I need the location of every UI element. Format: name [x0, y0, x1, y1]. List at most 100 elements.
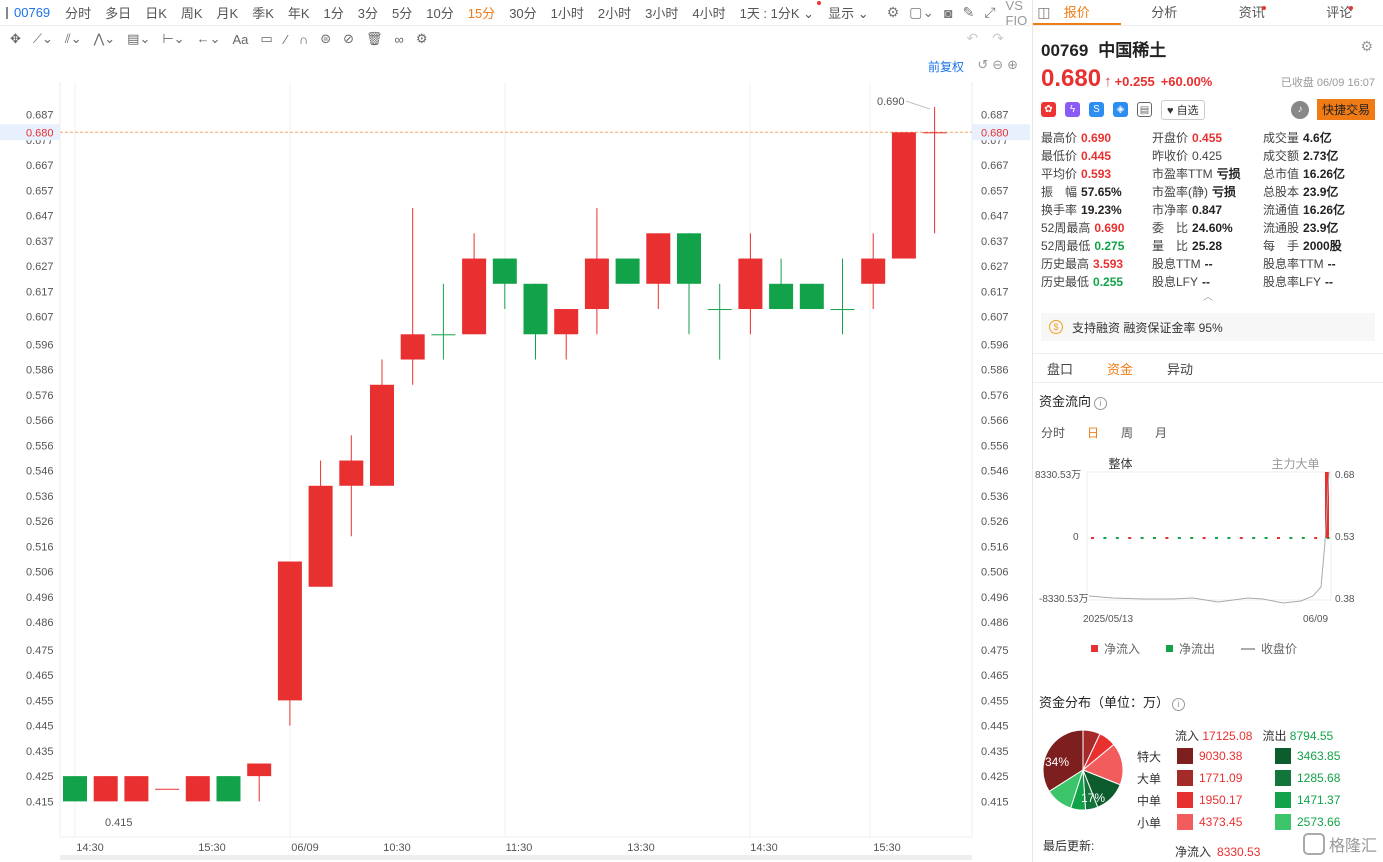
interval-15[interactable]: 3小时	[645, 6, 679, 21]
net-inflow: 净流入 8330.53	[1175, 845, 1261, 859]
subtab-1[interactable]: 资金	[1107, 361, 1134, 377]
interval-11[interactable]: 15分	[467, 6, 496, 21]
chart-scrollbar[interactable]	[60, 855, 972, 860]
price-tick-right: 0.607	[981, 312, 1009, 324]
interval-5[interactable]: 季K	[252, 6, 274, 21]
tag-icon[interactable]: ◈	[1113, 102, 1128, 117]
subtab-0[interactable]: 盘口	[1047, 361, 1074, 377]
chart-zoom-controls[interactable]: ↺⊖⊕	[977, 57, 1022, 72]
mini-xend: 06/09	[1303, 614, 1328, 625]
watchlist-button[interactable]: ♥ 自选	[1161, 99, 1205, 120]
lock-tool-icon[interactable]: ⊜	[320, 31, 332, 46]
dist-label: 小单	[1137, 815, 1162, 830]
period-2[interactable]: 周	[1121, 426, 1134, 440]
interval-7[interactable]: 1分	[323, 6, 344, 21]
display-menu[interactable]: 显示 ⌄	[828, 6, 869, 21]
interval-16[interactable]: 4小时	[692, 6, 726, 21]
layout-toggle-icon[interactable]	[6, 6, 8, 19]
arrow-tool-icon[interactable]: ←⌄	[196, 31, 221, 46]
quick-trade-button[interactable]: 快捷交易	[1316, 99, 1375, 120]
panel-tab-2[interactable]: 资讯	[1238, 5, 1266, 20]
comment-tool-icon[interactable]: ▭	[260, 31, 273, 46]
flow-bar	[1115, 537, 1119, 539]
kline-chart[interactable]: 0.687 0.687 0.677 0.677 0.667 0.667 0.657 0.657…	[0, 52, 1030, 862]
undo-redo-icons[interactable]: ↶↷	[966, 30, 1018, 46]
stock-code-tab[interactable]: 00769	[14, 5, 51, 20]
interval-3[interactable]: 周K	[180, 6, 203, 21]
draw-icon[interactable]: ✎	[962, 4, 975, 20]
stat-label: 股息TTM	[1152, 257, 1201, 271]
period-3[interactable]: 月	[1155, 426, 1168, 440]
sidebar-toggle-icon[interactable]: ◫	[1037, 4, 1051, 20]
stat-12: 换手率 19.23%	[1041, 202, 1152, 218]
fib-tool-icon[interactable]: ▤⌄	[127, 31, 151, 46]
stat-15: 52周最高 0.690	[1041, 220, 1152, 236]
interval-13[interactable]: 1小时	[550, 6, 584, 21]
price-tick-right: 0.425	[981, 771, 1009, 783]
mini-rtop: 0.68	[1335, 470, 1355, 481]
interval-1[interactable]: 多日	[105, 6, 132, 21]
candle-body	[830, 309, 855, 311]
interval-12[interactable]: 30分	[509, 6, 537, 21]
camera-icon[interactable]: ◙	[944, 4, 953, 21]
interval-6[interactable]: 年K	[287, 6, 310, 21]
interval-4[interactable]: 月K	[216, 6, 239, 21]
interval-9[interactable]: 5分	[392, 6, 413, 21]
adjust-mode-button[interactable]: 前复权	[927, 60, 964, 74]
pie-slice	[1082, 743, 1124, 786]
kline-select[interactable]: 1天 : 1分K ⌄	[733, 1, 822, 22]
swatch	[1275, 748, 1291, 764]
lightning-icon[interactable]: ϟ	[1065, 102, 1080, 117]
link-icon[interactable]: ∞	[394, 31, 404, 47]
dist-label: 特大	[1137, 749, 1162, 764]
settings-icon[interactable]: ⚙	[886, 4, 900, 20]
stat-label: 昨收价	[1152, 149, 1189, 163]
flowtab-0[interactable]: 整体	[1108, 457, 1133, 471]
vs-button[interactable]: VS FIO	[1005, 0, 1028, 28]
wave-tool-icon[interactable]: ⋀⌄	[93, 31, 116, 46]
tool-settings-icon[interactable]: ⚙	[415, 31, 428, 46]
gear-icon[interactable]: ⚙	[1360, 38, 1373, 54]
dist-row: 小单 4373.45 2573.66	[1137, 811, 1373, 833]
s-badge-icon[interactable]: S	[1089, 102, 1104, 117]
price-tick-right: 0.415	[981, 796, 1009, 808]
stat-value: 3.593	[1093, 257, 1124, 271]
panel-tab-3[interactable]: 评论	[1326, 5, 1353, 20]
note-icon[interactable]: ▤	[1137, 102, 1152, 117]
delete-icon[interactable]: 🗑	[366, 31, 383, 46]
stat-value: 0.275	[1094, 239, 1125, 253]
stat-label: 成交额	[1263, 149, 1300, 163]
pen-tool-icon[interactable]: ∕	[284, 31, 287, 47]
interval-8[interactable]: 3分	[357, 6, 379, 21]
stat-label: 开盘价	[1152, 131, 1189, 145]
subtab-2[interactable]: 异动	[1167, 361, 1194, 377]
text-tool-icon[interactable]: Aa	[232, 31, 249, 47]
interval-14[interactable]: 2小时	[597, 6, 632, 21]
frame-icon[interactable]: ▢⌄	[909, 4, 935, 20]
stat-value: 2000股	[1303, 239, 1342, 253]
info-icon[interactable]: i	[1172, 698, 1186, 711]
flowtab-1[interactable]: 主力大单	[1271, 457, 1320, 471]
crosshair-icon[interactable]: ✥	[10, 31, 21, 46]
interval-10[interactable]: 10分	[426, 6, 454, 21]
collapse-caret-icon[interactable]: ︿	[1203, 292, 1213, 303]
fullscreen-icon[interactable]: ⤢	[984, 4, 996, 20]
line-tool-icon[interactable]: ⟋⌄	[32, 31, 53, 46]
channel-tool-icon[interactable]: ⫽⌄	[64, 31, 82, 46]
stat-value: --	[1325, 275, 1334, 289]
period-0[interactable]: 分时	[1041, 426, 1066, 440]
bell-icon[interactable]: ♪	[1290, 100, 1309, 119]
info-icon[interactable]: i	[1094, 397, 1108, 410]
panel-tab-1[interactable]: 分析	[1151, 5, 1178, 20]
stat-label: 股息率TTM	[1263, 257, 1324, 271]
interval-2[interactable]: 日K	[145, 6, 167, 21]
interval-0[interactable]: 分时	[65, 6, 92, 21]
period-1[interactable]: 日	[1087, 426, 1100, 440]
magnet-icon[interactable]: ∩	[298, 31, 309, 47]
current-price-tag-left	[0, 124, 60, 141]
panel-tab-0[interactable]: 报价	[1033, 0, 1121, 25]
candle-body	[615, 258, 640, 284]
measure-tool-icon[interactable]: ⊢⌄	[162, 31, 185, 46]
hide-tool-icon[interactable]: ⊘	[343, 31, 355, 46]
hk-flag-icon[interactable]: ✿	[1041, 102, 1056, 117]
